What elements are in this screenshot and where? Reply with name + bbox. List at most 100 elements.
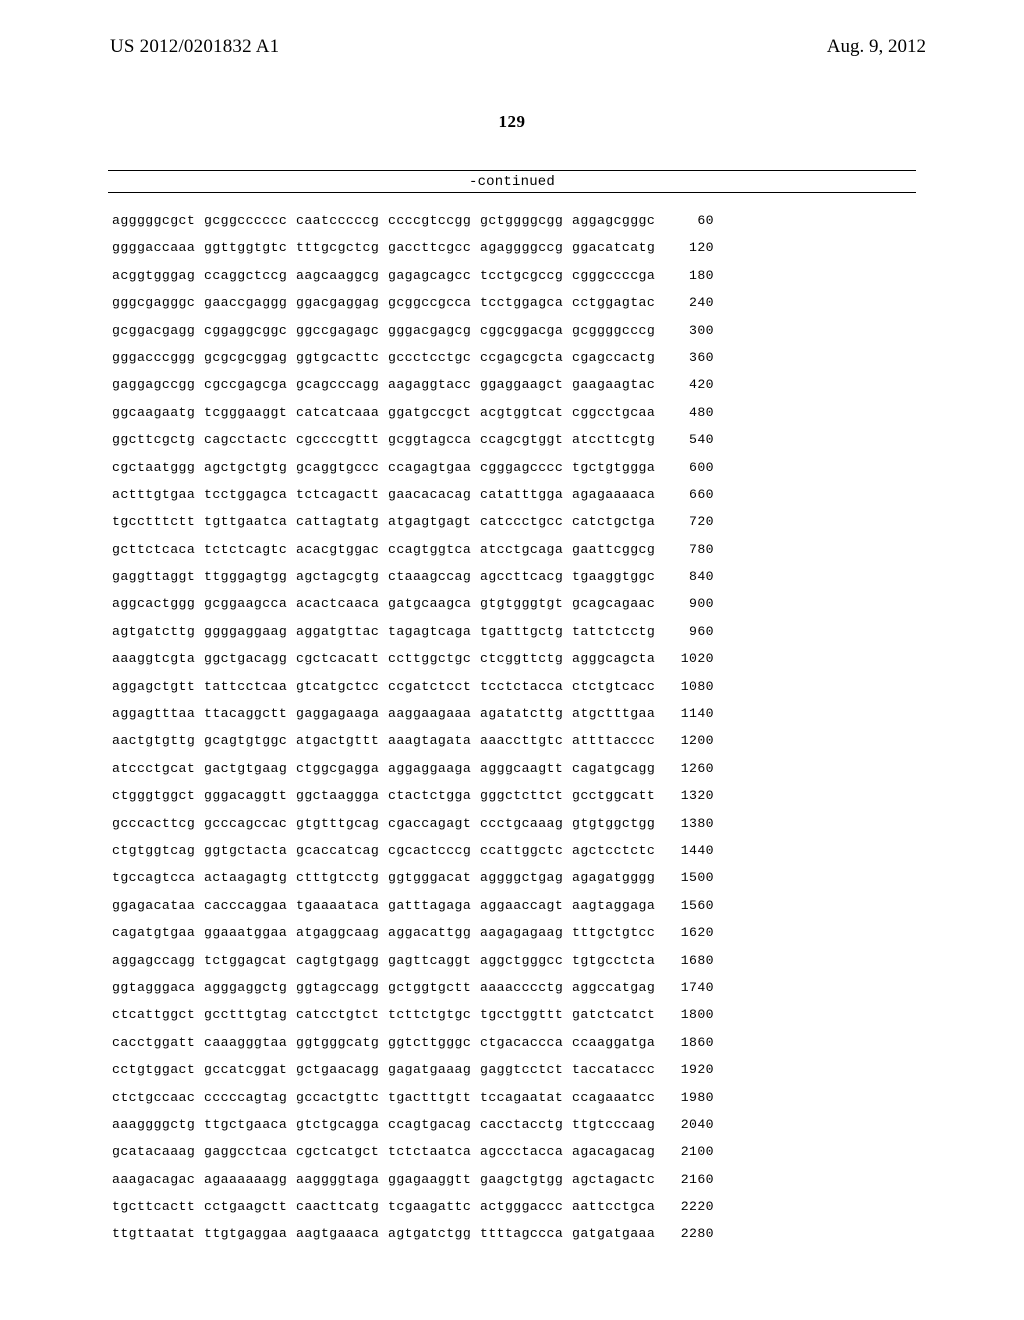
sequence-group: acactcaaca bbox=[296, 597, 388, 610]
sequence-group: gcccagccac bbox=[204, 817, 296, 830]
sequence-group: agggggcgct bbox=[112, 214, 204, 227]
sequence-group: tctggagcat bbox=[204, 954, 296, 967]
sequence-group: gctggggcgg bbox=[480, 214, 572, 227]
sequence-group: ccagtgacag bbox=[388, 1118, 480, 1131]
sequence-group: cggaggcggc bbox=[204, 324, 296, 337]
sequence-position: 960 bbox=[664, 625, 714, 638]
sequence-group: aggctgggcc bbox=[480, 954, 572, 967]
sequence-group: tctctcagtc bbox=[204, 543, 296, 556]
sequence-group: actgggaccc bbox=[480, 1200, 572, 1213]
sequence-group: agctgctgtg bbox=[204, 461, 296, 474]
sequence-group: gcaccatcag bbox=[296, 844, 388, 857]
sequence-group: ctcggttctg bbox=[480, 652, 572, 665]
sequence-group: gcttctcaca bbox=[112, 543, 204, 556]
sequence-group: atgagtgagt bbox=[388, 515, 480, 528]
sequence-group: gccatcggat bbox=[204, 1063, 296, 1076]
sequence-group: cgagccactg bbox=[572, 351, 664, 364]
sequence-group: gactgtgaag bbox=[204, 762, 296, 775]
sequence-group: gcctttgtag bbox=[204, 1008, 296, 1021]
sequence-group: cgggccccga bbox=[572, 269, 664, 282]
sequence-group: aggacattgg bbox=[388, 926, 480, 939]
sequence-group: ggccgagagc bbox=[296, 324, 388, 337]
sequence-position: 240 bbox=[664, 296, 714, 309]
sequence-group: tattctcctg bbox=[572, 625, 664, 638]
sequence-group: gaggttaggt bbox=[112, 570, 204, 583]
sequence-group: gatgatgaaa bbox=[572, 1227, 664, 1240]
sequence-group: gaggagccgg bbox=[112, 378, 204, 391]
sequence-group: gcagcccagg bbox=[296, 378, 388, 391]
sequence-group: gagttcaggt bbox=[388, 954, 480, 967]
sequence-position: 2280 bbox=[664, 1227, 714, 1240]
sequence-group: ggtgggacat bbox=[388, 871, 480, 884]
sequence-row: gcccacttcggcccagccacgtgtttgcagcgaccagagt… bbox=[112, 817, 714, 844]
sequence-group: gtgtggctgg bbox=[572, 817, 664, 830]
sequence-row: gaggttaggtttgggagtggagctagcgtgctaaagccag… bbox=[112, 570, 714, 597]
sequence-group: ggctaaggga bbox=[296, 789, 388, 802]
sequence-group: gaggcctcaa bbox=[204, 1145, 296, 1158]
sequence-group: cgggagcccc bbox=[480, 461, 572, 474]
sequence-group: ccgagcgcta bbox=[480, 351, 572, 364]
sequence-group: atccctgcat bbox=[112, 762, 204, 775]
sequence-position: 720 bbox=[664, 515, 714, 528]
sequence-row: tgcttcacttcctgaagcttcaacttcatgtcgaagattc… bbox=[112, 1200, 714, 1227]
sequence-group: aaagacagac bbox=[112, 1173, 204, 1186]
sequence-group: caaagggtaa bbox=[204, 1036, 296, 1049]
sequence-group: gcggggcccg bbox=[572, 324, 664, 337]
sequence-group: ctaaagccag bbox=[388, 570, 480, 583]
sequence-group: tcttctgtgc bbox=[388, 1008, 480, 1021]
sequence-group: tcgggaaggt bbox=[204, 406, 296, 419]
sequence-group: actttgtgaa bbox=[112, 488, 204, 501]
sequence-position: 660 bbox=[664, 488, 714, 501]
sequence-group: gcaggtgccc bbox=[296, 461, 388, 474]
sequence-group: catctgctga bbox=[572, 515, 664, 528]
sequence-group: aggagccagg bbox=[112, 954, 204, 967]
sequence-group: aagtaggaga bbox=[572, 899, 664, 912]
continued-block: -continued bbox=[108, 170, 916, 193]
sequence-group: ggtagggaca bbox=[112, 981, 204, 994]
sequence-group: ggtgctacta bbox=[204, 844, 296, 857]
sequence-position: 2220 bbox=[664, 1200, 714, 1213]
sequence-group: gatctcatct bbox=[572, 1008, 664, 1021]
sequence-group: tagagtcaga bbox=[388, 625, 480, 638]
sequence-position: 1200 bbox=[664, 734, 714, 747]
sequence-group: agtgatcttg bbox=[112, 625, 204, 638]
sequence-group: agtgatctgg bbox=[388, 1227, 480, 1240]
sequence-group: ccgatctcct bbox=[388, 680, 480, 693]
sequence-row: acggtgggagccaggctccgaagcaaggcggagagcagcc… bbox=[112, 269, 714, 296]
sequence-group: ccagcgtggt bbox=[480, 433, 572, 446]
sequence-group: cagtgtgagg bbox=[296, 954, 388, 967]
sequence-group: tgaaaataca bbox=[296, 899, 388, 912]
sequence-position: 1620 bbox=[664, 926, 714, 939]
sequence-position: 1080 bbox=[664, 680, 714, 693]
sequence-group: ttgtgaggaa bbox=[204, 1227, 296, 1240]
sequence-group: gaattcggcg bbox=[572, 543, 664, 556]
sequence-group: aactgtgttg bbox=[112, 734, 204, 747]
sequence-group: ggatgccgct bbox=[388, 406, 480, 419]
sequence-position: 1140 bbox=[664, 707, 714, 720]
sequence-group: catcctgtct bbox=[296, 1008, 388, 1021]
sequence-group: gaagaagtac bbox=[572, 378, 664, 391]
sequence-row: cacctggattcaaagggtaaggtgggcatgggtcttgggc… bbox=[112, 1036, 714, 1063]
sequence-position: 540 bbox=[664, 433, 714, 446]
sequence-group: cacctacctg bbox=[480, 1118, 572, 1131]
sequence-group: ttttagccca bbox=[480, 1227, 572, 1240]
sequence-group: gcagtgtggc bbox=[204, 734, 296, 747]
sequence-group: gaaccgaggg bbox=[204, 296, 296, 309]
sequence-group: gggctcttct bbox=[480, 789, 572, 802]
sequence-group: agggcaagtt bbox=[480, 762, 572, 775]
sequence-group: tttgcgctcg bbox=[296, 241, 388, 254]
sequence-group: agctagactc bbox=[572, 1173, 664, 1186]
sequence-group: ctactctgga bbox=[388, 789, 480, 802]
sequence-group: aaagtagata bbox=[388, 734, 480, 747]
sequence-listing: agggggcgctgcggcccccccaatcccccgccccgtccgg… bbox=[112, 214, 714, 1255]
sequence-position: 780 bbox=[664, 543, 714, 556]
sequence-group: aggccatgag bbox=[572, 981, 664, 994]
sequence-position: 180 bbox=[664, 269, 714, 282]
sequence-group: ccagaaatcc bbox=[572, 1091, 664, 1104]
sequence-group: ttgggagtgg bbox=[204, 570, 296, 583]
sequence-position: 300 bbox=[664, 324, 714, 337]
sequence-group: atcctgcaga bbox=[480, 543, 572, 556]
sequence-group: cgctaatggg bbox=[112, 461, 204, 474]
sequence-group: gagagcagcc bbox=[388, 269, 480, 282]
sequence-row: gggcgagggcgaaccgagggggacgaggaggcggccgcca… bbox=[112, 296, 714, 323]
